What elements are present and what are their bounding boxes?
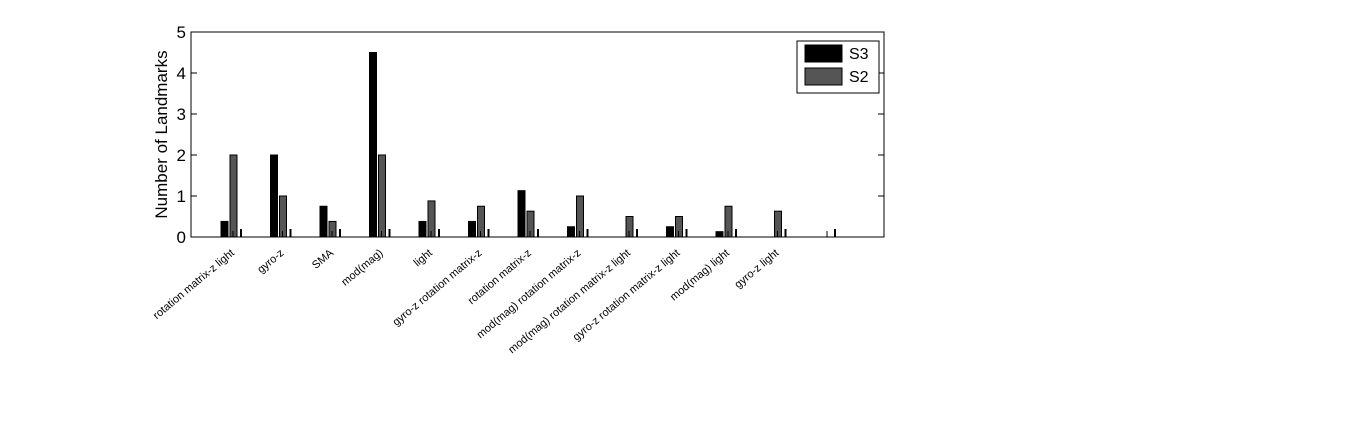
bar-s2 <box>279 195 287 238</box>
bar-stub <box>537 229 539 237</box>
bar-s2 <box>378 154 386 238</box>
legend-label-s2: S2 <box>849 69 869 86</box>
bar-stub <box>636 229 638 237</box>
y-tick-label: 0 <box>177 228 186 247</box>
bar-stub <box>586 229 589 237</box>
bar-s3 <box>418 220 427 238</box>
bar-s3 <box>220 220 229 238</box>
bar-stub <box>438 229 440 237</box>
bar-stub <box>784 229 787 237</box>
y-tick-label: 4 <box>177 64 186 83</box>
x-tick-label: light <box>412 247 435 269</box>
legend-swatch-s3 <box>804 44 843 63</box>
bar-s3 <box>369 52 377 238</box>
bar-s2 <box>229 154 238 238</box>
x-tick-label: gyro-z <box>255 247 286 276</box>
y-tick-label: 2 <box>177 146 186 165</box>
bar-stub <box>735 229 737 237</box>
bar-s3 <box>715 231 724 238</box>
y-axis-label: Number of Landmarks <box>152 50 171 218</box>
bar-s3 <box>666 226 674 238</box>
bar-s3 <box>270 154 278 238</box>
x-tick-label: rotation matrix-z light <box>151 247 237 322</box>
plot-area <box>190 31 885 238</box>
bar-stub <box>339 229 341 237</box>
bars-group <box>220 52 836 238</box>
bar-stub <box>289 229 292 237</box>
y-tick-label: 5 <box>177 23 186 42</box>
bar-s3 <box>567 226 575 238</box>
legend-label-s3: S3 <box>849 46 869 63</box>
bar-s3 <box>517 190 526 238</box>
y-tick-label: 1 <box>177 187 186 206</box>
x-axis: rotation matrix-z light gyro-z SMA mod(mag)… <box>151 231 828 356</box>
x-tick-label: gyro-z light <box>733 247 782 291</box>
x-tick-label: SMA <box>310 247 336 272</box>
bar-stub <box>388 229 391 237</box>
bar-stub <box>240 229 242 237</box>
plot-frame <box>190 31 885 238</box>
bar-s2 <box>576 195 584 238</box>
legend-swatch-s2 <box>804 67 843 86</box>
y-axis: 0 1 2 3 4 5 <box>177 23 884 247</box>
bar-s3 <box>468 220 476 238</box>
bar-s3 <box>319 205 328 238</box>
bar-stub <box>834 229 836 237</box>
bar-stub <box>685 229 688 237</box>
x-tick-label: gyro-z rotation matrix-z <box>391 247 485 328</box>
x-tick-label: mod(mag) <box>339 247 385 288</box>
bar-stub <box>487 229 490 237</box>
y-tick-label: 3 <box>177 105 186 124</box>
